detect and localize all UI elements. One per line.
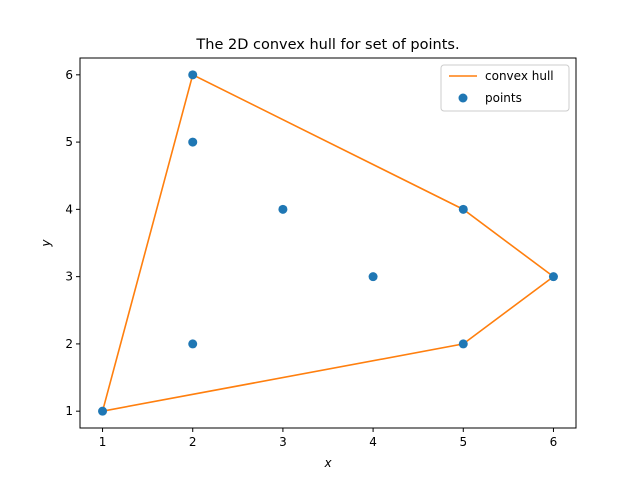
- plot-area: [98, 70, 558, 416]
- scatter-point: [188, 137, 198, 147]
- y-tick-label: 5: [65, 135, 73, 149]
- axes-frame: [79, 57, 577, 429]
- x-tick-label: 4: [369, 435, 377, 449]
- x-tick-label: 2: [189, 435, 197, 449]
- x-tick-label: 6: [550, 435, 558, 449]
- scatter-point: [188, 70, 198, 80]
- legend-marker-swatch: [458, 93, 468, 103]
- y-tick-label: 2: [65, 337, 73, 351]
- x-tick-label: 5: [459, 435, 467, 449]
- scatter-point: [458, 204, 468, 214]
- chart-title: The 2D convex hull for set of points.: [195, 37, 459, 53]
- scatter-point: [368, 272, 378, 282]
- x-tick-label: 1: [99, 435, 107, 449]
- scatter-point: [98, 406, 108, 416]
- legend-label: points: [485, 91, 522, 105]
- legend: convex hull points: [440, 64, 570, 112]
- y-tick-label: 6: [65, 68, 73, 82]
- y-axis: 1 2 3 4 5 6: [65, 68, 80, 418]
- y-tick-label: 3: [65, 270, 73, 284]
- y-tick-label: 1: [65, 404, 73, 418]
- legend-label: convex hull: [485, 69, 554, 83]
- x-tick-label: 3: [279, 435, 287, 449]
- scatter-point: [278, 204, 288, 214]
- x-axis-label: x: [323, 456, 332, 470]
- y-tick-label: 4: [65, 202, 73, 216]
- scatter-point: [188, 339, 198, 349]
- y-axis-label: y: [39, 239, 53, 248]
- x-axis: 1 2 3 4 5 6: [99, 428, 558, 449]
- hull-line: [101, 73, 555, 412]
- scatter-point: [548, 272, 558, 282]
- scatter-point: [458, 339, 468, 349]
